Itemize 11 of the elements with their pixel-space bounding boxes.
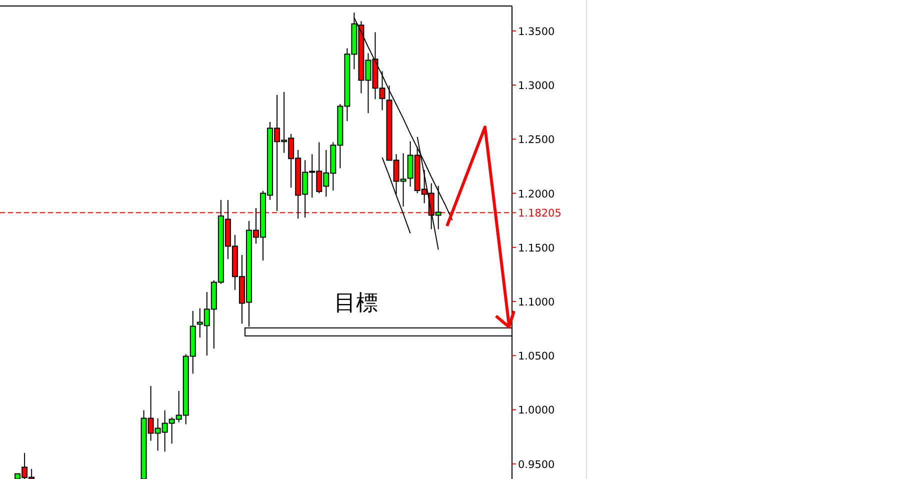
ref-line-label: 1.18205 — [518, 208, 562, 220]
band-label: 目標 — [334, 290, 378, 316]
y-tick-label: 1.1500 — [518, 242, 555, 254]
y-tick-label: 0.9500 — [518, 458, 555, 471]
y-tick-label: 1.2500 — [518, 134, 555, 146]
y-tick-label: 1.1000 — [518, 296, 555, 308]
y-tick-label: 1.3500 — [518, 26, 555, 38]
y-tick-label: 1.3000 — [518, 80, 555, 92]
y-tick-label: 1.0500 — [518, 350, 555, 363]
y-tick-label: 1.2000 — [518, 188, 555, 200]
y-tick-label: 1.0000 — [518, 404, 555, 417]
